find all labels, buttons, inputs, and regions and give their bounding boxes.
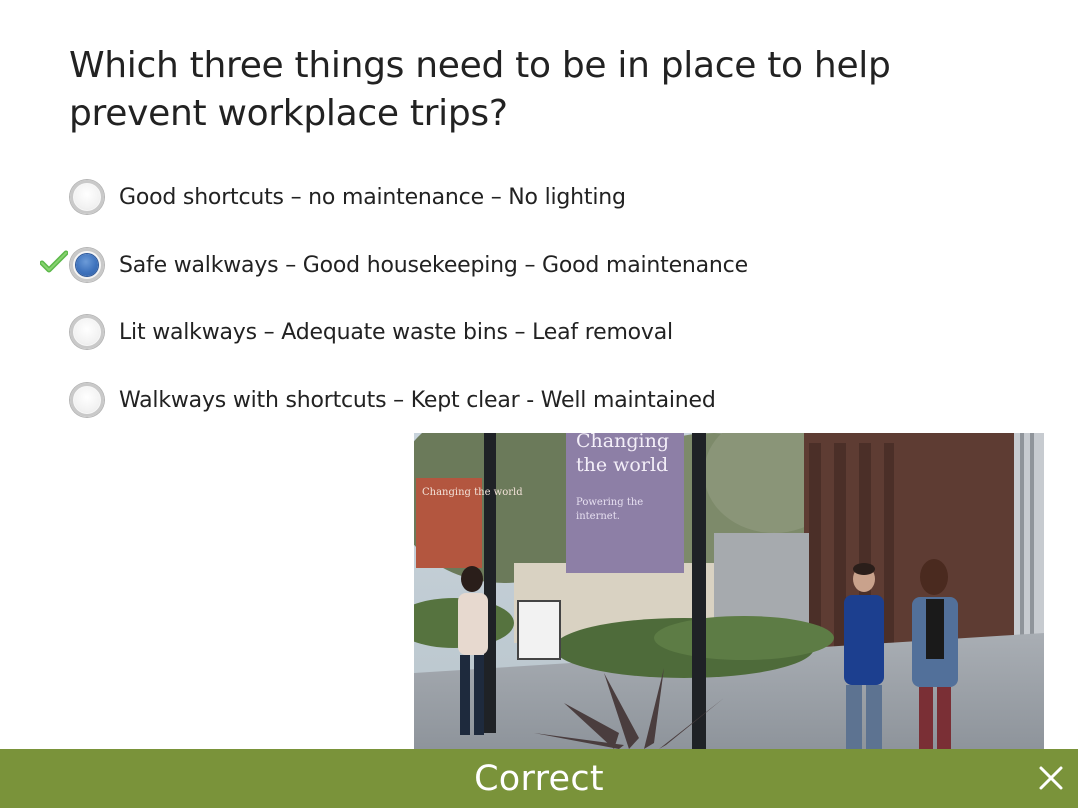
feedback-bar: Correct [0, 749, 1078, 808]
close-icon[interactable] [1036, 763, 1066, 793]
campus-photo: Changing the world Changing the world Po… [414, 433, 1044, 749]
banner-center-title-1: Changing [576, 433, 669, 452]
option-3[interactable]: Lit walkways – Adequate waste bins – Lea… [70, 312, 673, 352]
banner-center-title-2: the world [576, 454, 668, 476]
radio-button[interactable] [70, 248, 104, 282]
banner-center-subtitle-2: internet. [576, 511, 620, 522]
banner-center [566, 433, 684, 573]
radio-button[interactable] [70, 180, 104, 214]
option-2[interactable]: Safe walkways – Good housekeeping – Good… [70, 245, 748, 285]
option-label: Good shortcuts – no maintenance – No lig… [119, 184, 626, 210]
banner-left [416, 478, 482, 568]
option-1[interactable]: Good shortcuts – no maintenance – No lig… [70, 177, 626, 217]
banner-center-subtitle-1: Powering the [576, 497, 643, 508]
question-title: Which three things need to be in place t… [69, 45, 891, 134]
option-label: Lit walkways – Adequate waste bins – Lea… [119, 319, 673, 345]
feedback-status: Correct [474, 758, 604, 799]
option-label: Walkways with shortcuts – Kept clear - W… [119, 387, 716, 413]
option-label: Safe walkways – Good housekeeping – Good… [119, 252, 748, 278]
option-4[interactable]: Walkways with shortcuts – Kept clear - W… [70, 380, 716, 420]
check-icon [40, 250, 68, 273]
radio-dot [76, 254, 98, 276]
banner-left-title: Changing the world [422, 487, 523, 498]
radio-button[interactable] [70, 383, 104, 417]
radio-button[interactable] [70, 315, 104, 349]
